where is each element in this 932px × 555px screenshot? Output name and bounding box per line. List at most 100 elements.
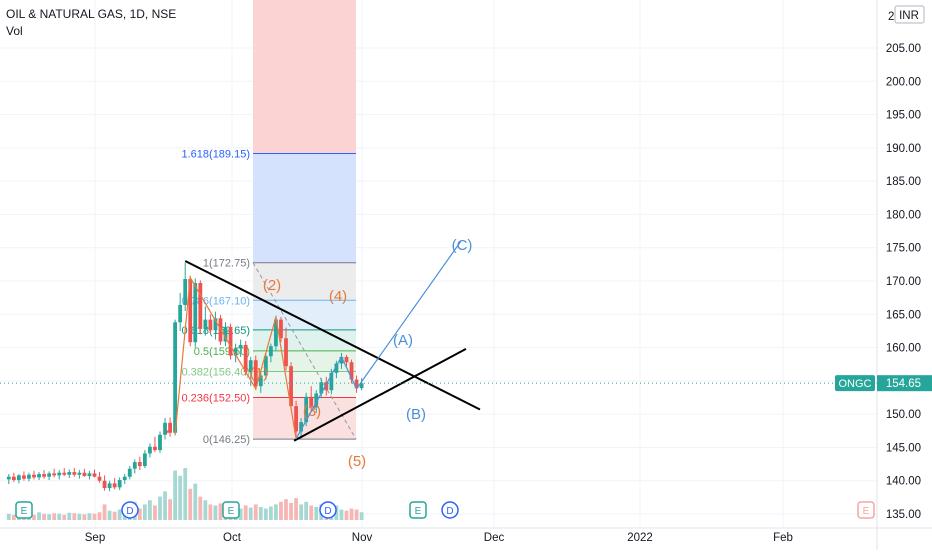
- price-tick-5: 160.00: [886, 343, 921, 355]
- symbol-tag: [835, 375, 875, 392]
- price-tick-2: 145.00: [886, 442, 921, 454]
- candle-body[interactable]: [97, 476, 102, 481]
- candle-body[interactable]: [233, 348, 238, 356]
- candle-body[interactable]: [304, 396, 309, 423]
- candle-body[interactable]: [228, 326, 233, 356]
- candle-body[interactable]: [258, 375, 263, 387]
- candle-body[interactable]: [122, 476, 127, 481]
- candle-body[interactable]: [132, 462, 137, 469]
- candle-body[interactable]: [203, 319, 208, 329]
- volume-bar: [137, 508, 142, 520]
- upper-trendline: [184, 260, 481, 411]
- volume-bar: [57, 513, 62, 520]
- candle-body[interactable]: [102, 480, 107, 489]
- volume-bar: [92, 513, 97, 520]
- candle-body[interactable]: [37, 474, 41, 478]
- fib-level-label-0: 1.618(189.15): [182, 149, 251, 161]
- candle-body[interactable]: [243, 344, 248, 373]
- candle-body[interactable]: [148, 446, 152, 454]
- candle-body[interactable]: [279, 319, 283, 339]
- candle-body[interactable]: [112, 483, 117, 488]
- price-tick-6: 165.00: [886, 309, 921, 321]
- candle-body[interactable]: [299, 422, 304, 432]
- candle-body[interactable]: [178, 304, 183, 323]
- candle-body[interactable]: [253, 360, 258, 387]
- candle-body[interactable]: [268, 346, 273, 357]
- candle-body[interactable]: [248, 360, 253, 373]
- candle-body[interactable]: [153, 446, 157, 451]
- candle-body[interactable]: [82, 472, 87, 477]
- volume-bar: [243, 505, 248, 520]
- candle-body[interactable]: [52, 473, 57, 476]
- dividend-marker-3[interactable]: [319, 501, 337, 519]
- candle-body[interactable]: [47, 473, 52, 477]
- candle-body[interactable]: [77, 472, 82, 475]
- candle-body[interactable]: [319, 382, 324, 394]
- volume-bar: [289, 502, 293, 520]
- candle-body[interactable]: [117, 480, 122, 488]
- price-tick-10: 185.00: [886, 176, 921, 188]
- candle-body[interactable]: [27, 474, 31, 479]
- candle-body[interactable]: [284, 338, 288, 367]
- candle-body[interactable]: [213, 318, 218, 331]
- candle-body[interactable]: [67, 472, 72, 475]
- candle-body[interactable]: [339, 356, 344, 364]
- candle-body[interactable]: [349, 362, 354, 380]
- candle-body[interactable]: [6, 476, 11, 480]
- candle-body[interactable]: [294, 406, 298, 432]
- candle-body[interactable]: [72, 472, 77, 475]
- candle-body[interactable]: [263, 356, 268, 376]
- candle-body[interactable]: [193, 282, 198, 343]
- candle-body[interactable]: [208, 319, 213, 331]
- candle-body[interactable]: [137, 462, 142, 467]
- candle-body[interactable]: [359, 383, 364, 389]
- candle-body[interactable]: [344, 356, 349, 363]
- candle-body[interactable]: [87, 473, 92, 477]
- dividend-marker-5[interactable]: [441, 501, 459, 519]
- candle-body[interactable]: [198, 282, 203, 329]
- currency-badge[interactable]: [894, 5, 925, 24]
- volume-bar: [284, 499, 288, 520]
- candle-body[interactable]: [92, 473, 97, 477]
- volume-bar: [359, 512, 364, 520]
- event-marker-label-4: E: [415, 506, 422, 517]
- candle-body[interactable]: [324, 382, 329, 391]
- candle-body[interactable]: [289, 366, 293, 407]
- volume-bar: [148, 500, 152, 520]
- candle-body[interactable]: [334, 363, 339, 373]
- candle-body[interactable]: [329, 372, 334, 391]
- candle-body[interactable]: [142, 453, 147, 467]
- candle-body[interactable]: [223, 326, 228, 342]
- candle-body[interactable]: [183, 279, 188, 305]
- earnings-marker-4[interactable]: [409, 501, 427, 519]
- impulse-wave-label-1: (2): [263, 277, 281, 294]
- candle-body[interactable]: [22, 475, 26, 479]
- candle-body[interactable]: [309, 396, 314, 408]
- candle-body[interactable]: [173, 322, 178, 433]
- candle-body[interactable]: [11, 476, 16, 481]
- candle-body[interactable]: [107, 483, 112, 489]
- candle-body[interactable]: [238, 344, 243, 349]
- earnings-marker-2[interactable]: [222, 501, 240, 519]
- earnings-marker-6[interactable]: [857, 501, 875, 519]
- dividend-marker-1[interactable]: [121, 501, 139, 519]
- candle-body[interactable]: [62, 472, 67, 475]
- candle-body[interactable]: [127, 468, 132, 477]
- candle-body[interactable]: [274, 319, 278, 347]
- candle-body[interactable]: [32, 474, 36, 478]
- candle-body[interactable]: [188, 279, 193, 343]
- symbol-title: OIL & NATURAL GAS, 1D, NSE: [6, 7, 177, 21]
- earnings-marker-0[interactable]: [15, 501, 33, 519]
- volume-bar: [117, 509, 122, 520]
- candle-body[interactable]: [314, 393, 319, 408]
- candle-body[interactable]: [158, 434, 162, 451]
- candle-body[interactable]: [168, 422, 172, 433]
- candle-body[interactable]: [354, 379, 359, 389]
- candle-body[interactable]: [57, 472, 62, 476]
- candle-body[interactable]: [16, 475, 21, 481]
- volume-bar: [263, 508, 268, 520]
- candle-body[interactable]: [163, 422, 167, 435]
- candle-body[interactable]: [42, 474, 46, 477]
